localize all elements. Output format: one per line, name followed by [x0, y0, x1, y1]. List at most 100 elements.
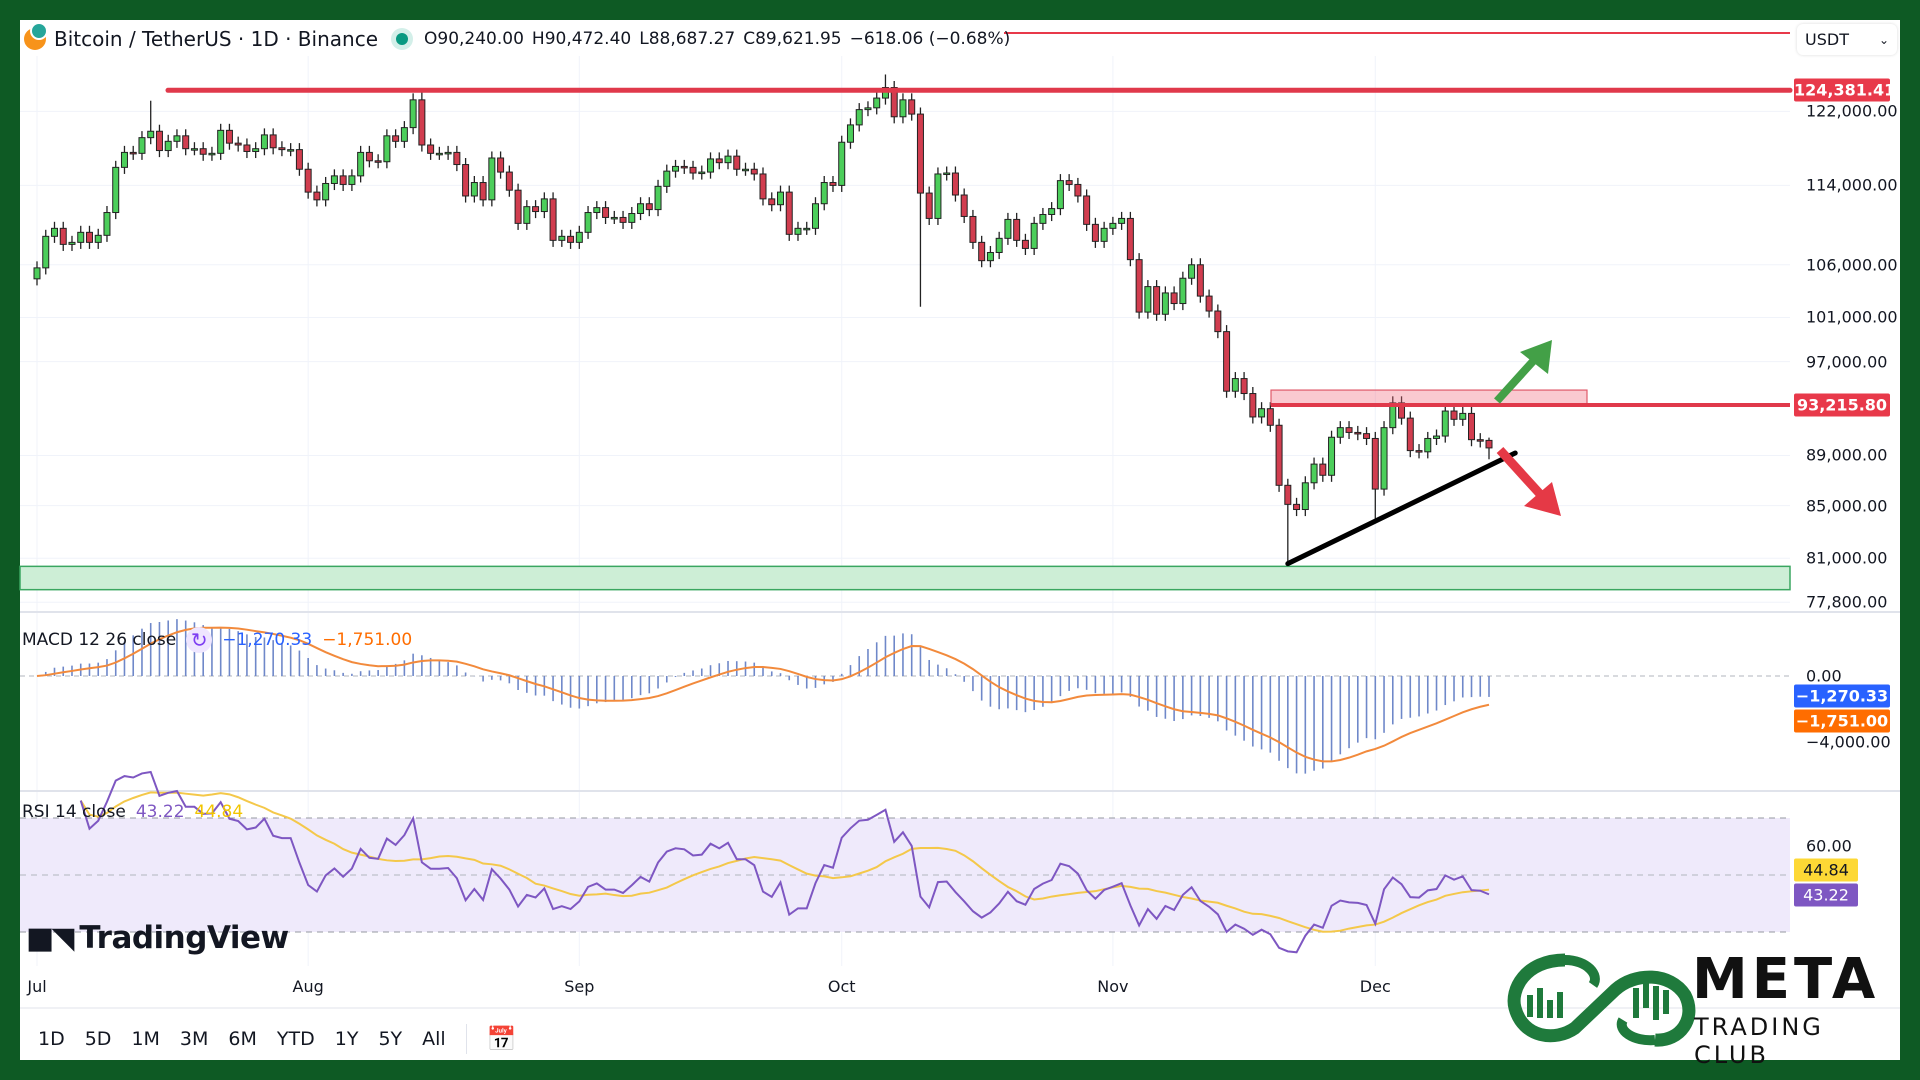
- candle: [584, 205, 592, 239]
- price-axis-label: 97,000.00: [1806, 352, 1888, 372]
- candle-body-down: [1240, 378, 1248, 395]
- candle: [864, 101, 872, 117]
- time-axis-label: Dec: [1359, 977, 1391, 996]
- candle: [846, 118, 854, 149]
- candle-body-down: [427, 144, 435, 154]
- candle-body-up: [173, 135, 181, 142]
- candle: [995, 231, 1003, 260]
- candle-body-down: [1135, 259, 1143, 313]
- candle: [1363, 427, 1371, 446]
- candle-body-down: [1476, 439, 1484, 442]
- candle-body-down: [1170, 292, 1178, 305]
- candle-body-up: [138, 137, 146, 154]
- candle-body-up: [1389, 402, 1397, 429]
- resistance-zone[interactable]: [1270, 389, 1588, 406]
- candle: [943, 166, 951, 181]
- range-1y[interactable]: 1Y: [334, 1028, 359, 1050]
- candle: [147, 100, 155, 145]
- support-zone[interactable]: [19, 565, 1791, 591]
- range-ytd[interactable]: YTD: [276, 1028, 315, 1050]
- candle-body-down: [418, 99, 426, 146]
- symbol-header: Bitcoin / TetherUS · 1D · Binance O90,24…: [24, 22, 1018, 54]
- candle-body-up: [1039, 213, 1047, 224]
- rsi-ma-tag: 44.84: [1794, 858, 1858, 882]
- calendar-goto-icon[interactable]: 📅: [486, 1025, 517, 1053]
- candle: [1459, 406, 1467, 426]
- range-1d[interactable]: 1D: [38, 1028, 65, 1050]
- candle-body-down: [890, 87, 898, 118]
- candle-body-up: [444, 151, 452, 155]
- candle-body-down: [680, 165, 688, 169]
- candle: [776, 185, 784, 212]
- candle: [1310, 457, 1318, 490]
- candle-body-down: [1398, 402, 1406, 419]
- candle: [986, 245, 994, 268]
- currency-select[interactable]: USDT ⌄: [1797, 24, 1897, 55]
- candle-body-down: [462, 164, 470, 197]
- candle: [960, 188, 968, 224]
- candle: [313, 185, 321, 207]
- macd-value-tag: −1,270.33: [1794, 684, 1890, 708]
- candle-body-down: [951, 172, 959, 196]
- candle: [287, 143, 295, 157]
- candle-body-up: [147, 130, 155, 139]
- candle: [1258, 402, 1266, 424]
- ohlc-close: C89,621.95: [743, 29, 842, 49]
- candle-body-up: [409, 99, 417, 129]
- candle: [1223, 325, 1231, 398]
- candle-body-down: [304, 168, 312, 193]
- range-toolbar: 1D 5D 1M 3M 6M YTD 1Y 5Y All 📅: [28, 1024, 527, 1054]
- candle-body-down: [1021, 239, 1029, 249]
- time-axis-label: Nov: [1097, 977, 1129, 996]
- candle-body-down: [1013, 218, 1021, 241]
- refresh-icon[interactable]: ↻: [186, 627, 213, 653]
- candle: [593, 201, 601, 220]
- candle-body-up: [1109, 222, 1117, 229]
- candle: [689, 160, 697, 180]
- candle-body-up: [1179, 277, 1187, 305]
- candle-body-down: [1450, 410, 1458, 420]
- range-all[interactable]: All: [422, 1028, 446, 1050]
- candle-body-up: [190, 148, 198, 151]
- range-3m[interactable]: 3M: [179, 1028, 209, 1050]
- tradingview-logo[interactable]: ■◥ TradingView: [26, 920, 289, 956]
- candle-body-up: [698, 171, 706, 175]
- price-axis-label: 89,000.00: [1806, 445, 1888, 465]
- candle: [1179, 271, 1187, 311]
- candle-body-up: [164, 140, 172, 152]
- candle: [1091, 217, 1099, 248]
- candle: [234, 136, 242, 152]
- candle-body-up: [252, 148, 260, 152]
- range-6m[interactable]: 6M: [228, 1028, 257, 1050]
- candle-body-up: [1188, 264, 1196, 279]
- candle: [103, 205, 111, 242]
- candle: [339, 169, 347, 192]
- macd-legend-signal: −1,751.00: [322, 630, 413, 650]
- candle-body-up: [943, 172, 951, 176]
- candle: [1406, 411, 1414, 458]
- macd-axis-zero: 0.00: [1806, 666, 1842, 686]
- range-5y[interactable]: 5Y: [378, 1028, 403, 1050]
- candle-body-up: [663, 170, 671, 187]
- time-axis-label: Jul: [27, 977, 47, 996]
- candle-body-down: [1223, 331, 1231, 392]
- candle: [1135, 253, 1143, 319]
- candle: [1170, 286, 1178, 311]
- symbol-title[interactable]: Bitcoin / TetherUS · 1D · Binance: [54, 27, 378, 51]
- candle: [540, 192, 548, 219]
- range-5d[interactable]: 5D: [84, 1028, 112, 1050]
- candle: [1319, 457, 1327, 482]
- range-1m[interactable]: 1M: [131, 1028, 160, 1050]
- macd-legend-value: −1,270.33: [222, 630, 313, 650]
- candle-body-up: [1118, 217, 1126, 224]
- candle: [50, 221, 58, 243]
- candle-body-up: [637, 203, 645, 215]
- candle-body-up: [260, 134, 268, 150]
- candle-body-down: [234, 142, 242, 146]
- candle-body-down: [1468, 412, 1476, 441]
- candle: [260, 128, 268, 156]
- ascending-trendline[interactable]: [1285, 450, 1518, 567]
- candle: [724, 149, 732, 170]
- candle-body-up: [803, 227, 811, 231]
